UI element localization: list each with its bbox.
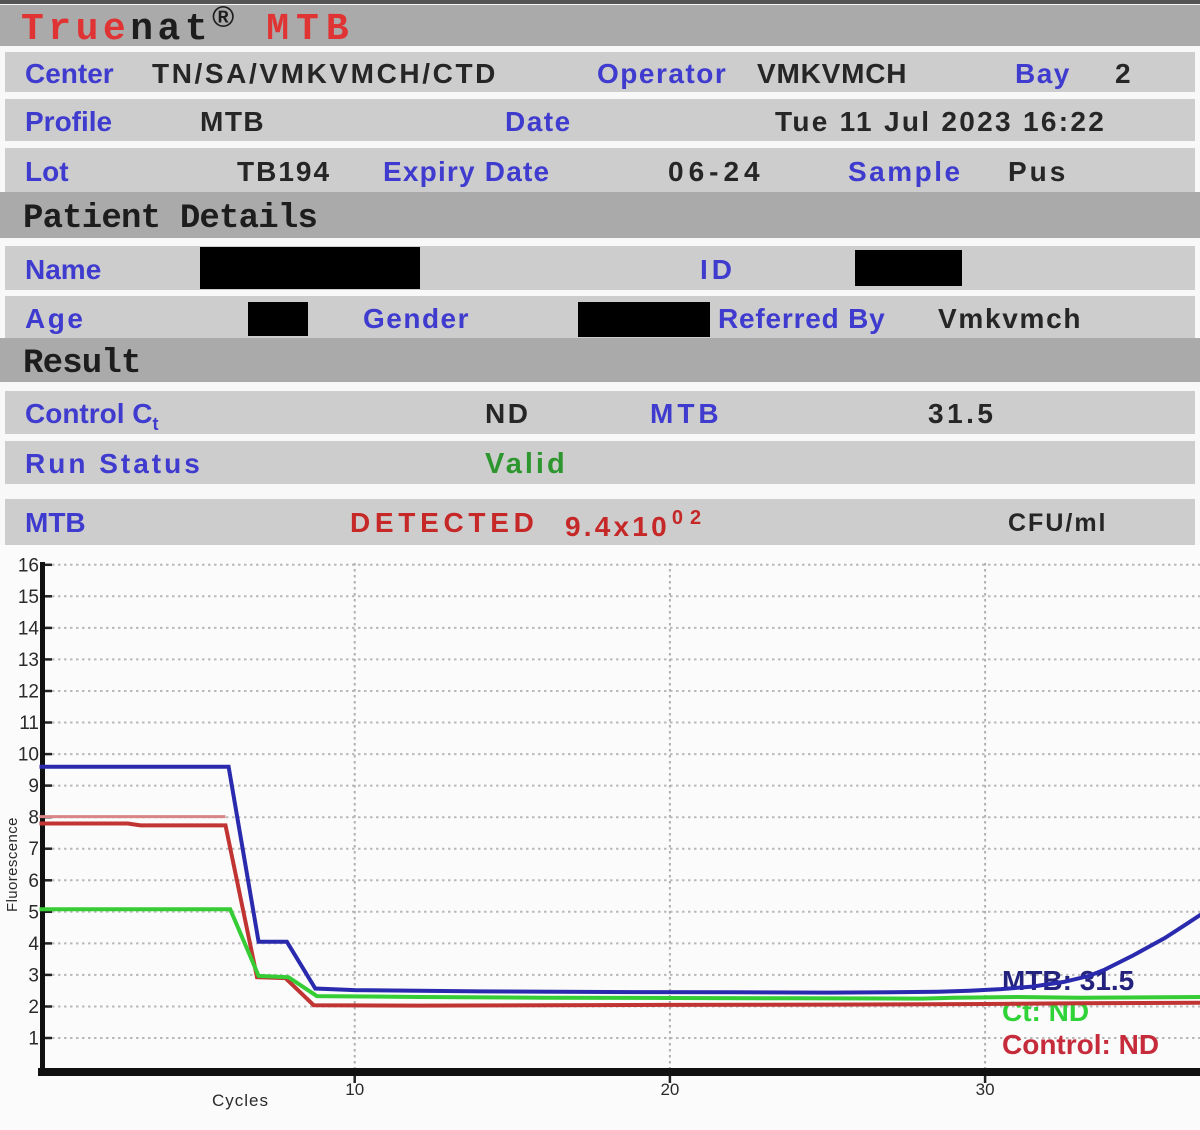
svg-text:11: 11 bbox=[19, 713, 39, 734]
svg-text:8: 8 bbox=[28, 808, 39, 829]
svg-text:16: 16 bbox=[18, 555, 39, 576]
svg-text:12: 12 bbox=[18, 682, 39, 703]
svg-text:2: 2 bbox=[28, 997, 39, 1018]
svg-text:7: 7 bbox=[28, 839, 39, 860]
svg-text:1: 1 bbox=[28, 1029, 39, 1050]
svg-text:6: 6 bbox=[28, 871, 39, 892]
svg-text:10: 10 bbox=[345, 1080, 364, 1099]
svg-text:Control: ND: Control: ND bbox=[1002, 1029, 1159, 1060]
svg-text:5: 5 bbox=[28, 902, 39, 923]
svg-text:30: 30 bbox=[976, 1080, 995, 1099]
svg-text:10: 10 bbox=[18, 745, 39, 766]
svg-text:Fluorescence: Fluorescence bbox=[4, 817, 21, 912]
svg-text:3: 3 bbox=[28, 965, 39, 986]
svg-text:Ct: ND: Ct: ND bbox=[1002, 996, 1089, 1027]
svg-text:13: 13 bbox=[18, 650, 39, 671]
svg-text:4: 4 bbox=[28, 934, 39, 955]
svg-text:15: 15 bbox=[18, 587, 39, 608]
svg-text:9: 9 bbox=[28, 776, 39, 797]
svg-text:20: 20 bbox=[660, 1080, 679, 1099]
svg-text:14: 14 bbox=[18, 618, 40, 639]
svg-text:Cycles: Cycles bbox=[212, 1091, 269, 1110]
